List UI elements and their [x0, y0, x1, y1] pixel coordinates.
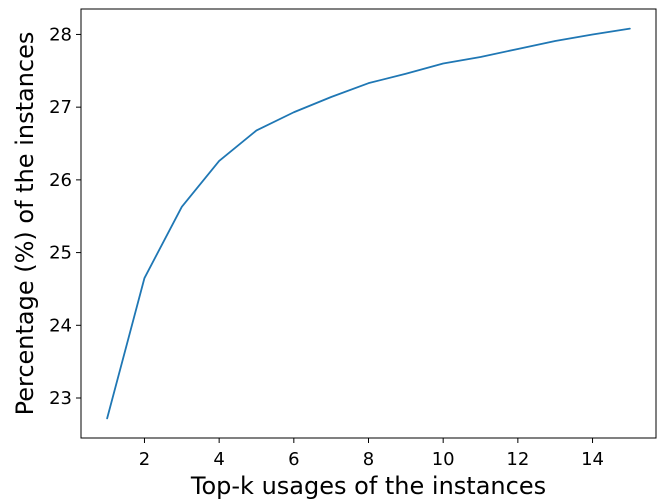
x-tick-label: 10	[432, 449, 455, 470]
x-tick-label: 6	[288, 449, 299, 470]
y-tick-label: 24	[49, 315, 72, 336]
series-line	[106, 27, 631, 420]
y-tick-label: 28	[49, 24, 72, 45]
y-tick-label: 27	[49, 97, 72, 118]
plot-frame	[80, 8, 657, 439]
y-tick-label: 25	[49, 243, 72, 264]
x-tick-label: 8	[363, 449, 374, 470]
y-tick-label: 26	[49, 170, 72, 191]
y-tick-label: 23	[49, 388, 72, 409]
x-tick-label: 4	[213, 449, 224, 470]
y-axis-title: Percentage (%) of the instances	[11, 32, 39, 416]
x-tick-label: 12	[506, 449, 529, 470]
x-tick-label: 14	[581, 449, 604, 470]
x-tick-label: 2	[139, 449, 150, 470]
x-axis-title: Top-k usages of the instances	[190, 472, 546, 500]
